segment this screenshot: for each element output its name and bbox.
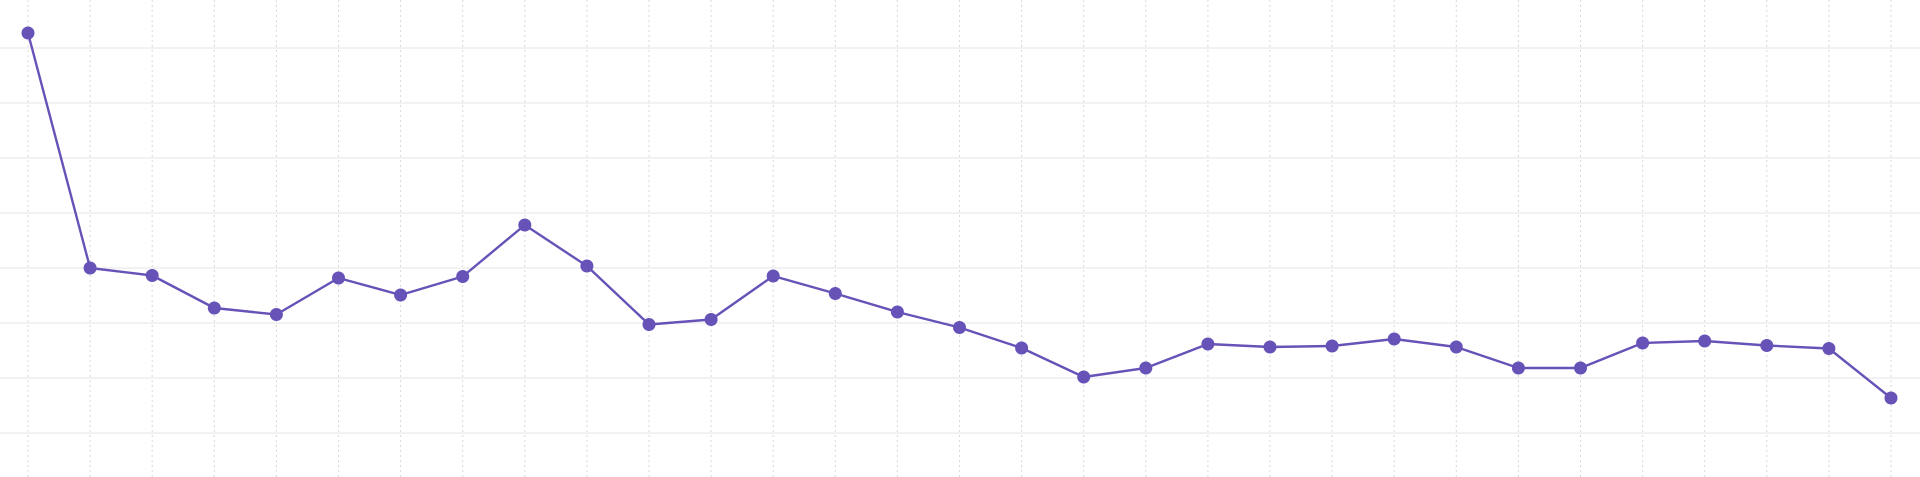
data-point[interactable] [1387, 332, 1401, 346]
data-point[interactable] [518, 218, 532, 232]
data-point[interactable] [1077, 370, 1091, 384]
data-point[interactable] [269, 308, 283, 321]
data-point[interactable] [1015, 341, 1029, 355]
data-point[interactable] [1698, 334, 1712, 348]
data-point[interactable] [1760, 339, 1774, 352]
data-point[interactable] [1822, 342, 1836, 355]
data-point[interactable] [1201, 337, 1215, 351]
data-point[interactable] [21, 26, 35, 40]
series-layer [21, 26, 1898, 405]
data-point[interactable] [1511, 361, 1525, 375]
data-point[interactable] [1263, 340, 1277, 354]
data-point[interactable] [145, 269, 159, 282]
data-point[interactable] [456, 270, 470, 283]
data-point[interactable] [890, 305, 904, 319]
data-point[interactable] [1884, 391, 1898, 405]
data-point[interactable] [642, 318, 656, 331]
data-point[interactable] [1636, 336, 1650, 350]
data-point[interactable] [1325, 339, 1339, 353]
data-point[interactable] [766, 269, 780, 283]
data-point[interactable] [394, 288, 408, 302]
data-point[interactable] [828, 287, 842, 300]
data-point[interactable] [953, 321, 966, 334]
data-point[interactable] [207, 301, 221, 315]
data-point[interactable] [83, 261, 97, 275]
data-point[interactable] [332, 271, 345, 285]
data-point[interactable] [704, 313, 718, 326]
data-point[interactable] [1574, 361, 1587, 375]
data-point[interactable] [1139, 361, 1153, 375]
data-point[interactable] [1449, 340, 1463, 354]
data-point[interactable] [580, 259, 594, 273]
